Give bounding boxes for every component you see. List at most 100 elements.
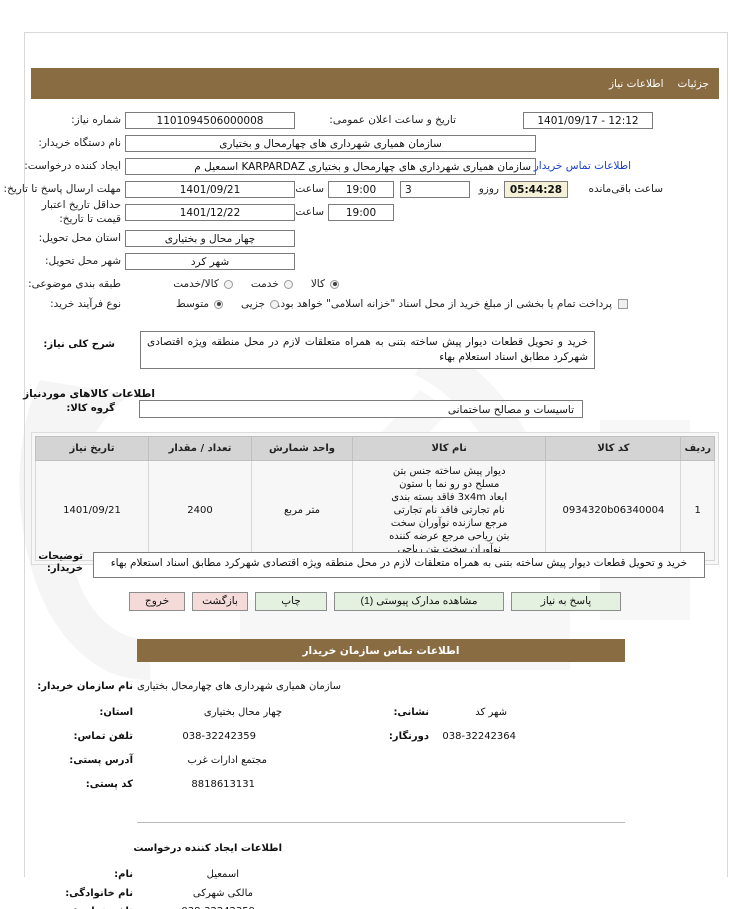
- cell-name: دیوار پیش ساخته جنس بتن مسلح دو رو نما ب…: [351, 460, 547, 561]
- col-name: نام کالا: [351, 436, 547, 461]
- radio-goods-service-label: کالا/خدمت: [173, 278, 219, 290]
- field-validity-time[interactable]: 19:00: [328, 202, 394, 222]
- view-attachments-button[interactable]: مشاهده مدارک پیوستی (1): [334, 592, 504, 611]
- col-quantity: تعداد / مقدار: [148, 436, 252, 461]
- field-label-city: شهر محل تحویل:: [45, 255, 121, 267]
- province-input[interactable]: چهار محال و بختیاری: [125, 229, 295, 247]
- radio-goods-service[interactable]: [223, 279, 233, 289]
- contact-city-label: نشانی:: [393, 707, 429, 718]
- cell-code: 0934320b06340004: [545, 460, 682, 561]
- cell-unit: متر مربع: [251, 460, 353, 561]
- contact-postal-value: 8818613131: [191, 779, 255, 790]
- days-word: روزو: [478, 183, 499, 195]
- radio-service-label: خدمت: [250, 278, 279, 290]
- field-need-number[interactable]: 1101094506000008: [125, 110, 295, 130]
- field-announce-datetime[interactable]: 1401/09/17 - 12:12: [523, 110, 653, 130]
- contact-province-label: استان:: [99, 707, 133, 718]
- field-days-remaining[interactable]: 3: [400, 179, 470, 199]
- field-label-classification: طبقه بندی موضوعی:: [28, 278, 121, 290]
- process-radio-group[interactable]: جزیی متوسط: [176, 294, 281, 314]
- goods-table: ردیف کد کالا نام کالا واحد شمارش تعداد /…: [35, 436, 715, 561]
- goods-group-input[interactable]: تاسیسات و مصالح ساختمانی: [139, 400, 583, 418]
- creator-phone-label: تلفن تماس:: [73, 906, 133, 909]
- contact-fax-value: 038-32242364: [442, 731, 516, 742]
- creator-family-label: نام خانوادگی:: [65, 888, 133, 899]
- print-button[interactable]: چاپ: [255, 592, 327, 611]
- contact-province-value: چهار محال بختیاری: [203, 707, 282, 718]
- exit-button[interactable]: خروج: [129, 592, 185, 611]
- contact-fax-label: دورنگار:: [388, 731, 429, 742]
- deadline-time-word: ساعت: [295, 183, 324, 195]
- field-label-deadline: مهلت ارسال پاسخ تا تاریخ:: [3, 183, 121, 195]
- col-code: کد کالا: [545, 436, 682, 461]
- creator-section-title: اطلاعات ایجاد کننده درخواست: [133, 843, 282, 854]
- buyer-notes-box[interactable]: خرید و تحویل قطعات دیوار پیش ساخته بتنی …: [93, 552, 705, 578]
- radio-minor-label: جزیی: [241, 298, 265, 310]
- contact-address-value: مجتمع ادارات غرب: [187, 755, 267, 766]
- tab-details[interactable]: جزئیات: [677, 77, 709, 90]
- tab-need-info[interactable]: اطلاعات نیاز: [608, 77, 664, 90]
- col-row-no: ردیف: [680, 436, 715, 461]
- classification-radio-group[interactable]: کالا خدمت کالا/خدمت: [173, 274, 341, 294]
- radio-goods[interactable]: [330, 279, 339, 289]
- field-label-validity: حداقل تاریخ اعتبار قیمت تا تاریخ:: [41, 199, 121, 225]
- deadline-date-input[interactable]: 1401/09/21: [125, 180, 295, 198]
- creator-input[interactable]: سازمان همیاری شهرداری های چهارمحال و بخت…: [125, 157, 536, 175]
- contact-section-header: اطلاعات تماس سازمان خریدار: [137, 639, 625, 662]
- description-label: شرح کلی نیاز:: [43, 339, 115, 350]
- payment-note-group[interactable]: پرداخت تمام یا بخشی از مبلغ خرید از محل …: [277, 294, 631, 314]
- field-city[interactable]: شهر کرد: [125, 251, 295, 271]
- need-number-input[interactable]: 1101094506000008: [125, 111, 295, 129]
- creator-phone-value: 038-32242359: [181, 906, 255, 909]
- creator-name-value: اسمعیل: [206, 869, 239, 880]
- goods-group-label: گروه کالا:: [66, 403, 115, 414]
- contact-phone-label: تلفن تماس:: [73, 731, 133, 742]
- field-label-announce: تاریخ و ساعت اعلان عمومی:: [329, 110, 456, 130]
- contact-phone-value: 038-32242359: [182, 731, 256, 742]
- city-input[interactable]: شهر کرد: [125, 252, 295, 270]
- goods-info-heading: اطلاعات کالاهای موردنیاز: [23, 388, 155, 400]
- days-remaining-input[interactable]: 3: [400, 180, 470, 198]
- announce-label: تاریخ و ساعت اعلان عمومی:: [329, 114, 456, 126]
- radio-service[interactable]: [283, 279, 293, 289]
- payment-note-label: پرداخت تمام یا بخشی از مبلغ خرید از محل …: [277, 298, 612, 310]
- radio-medium[interactable]: [214, 299, 224, 309]
- buyer-notes-label: توضیحات خریدار:: [38, 551, 83, 574]
- field-label-need-number: شماره نیاز:: [71, 114, 121, 126]
- contact-city-value: شهر کد: [475, 707, 507, 718]
- field-deadline-time[interactable]: 19:00: [328, 179, 394, 199]
- back-button[interactable]: بازگشت: [192, 592, 248, 611]
- field-validity-date[interactable]: 1401/12/22: [125, 202, 295, 222]
- contact-address-label: آدرس پستی:: [69, 755, 133, 766]
- col-date: تاریخ نیاز: [35, 436, 149, 461]
- cell-need-date: 1401/09/21: [35, 460, 149, 561]
- field-label-province: استان محل تحویل:: [38, 232, 121, 244]
- field-label-creator: ایجاد کننده درخواست:: [24, 160, 121, 172]
- validity-date-input[interactable]: 1401/12/22: [125, 203, 295, 221]
- validity-time-input[interactable]: 19:00: [328, 203, 394, 221]
- contact-org-value: سازمان همیاری شهرداری های چهارمحال بختیا…: [137, 681, 341, 692]
- buyer-contact-link[interactable]: اطلاعات تماس خریدار: [533, 160, 631, 172]
- cell-row-no: 1: [680, 460, 715, 561]
- creator-contact-link-wrap[interactable]: اطلاعات تماس خریدار: [534, 156, 631, 176]
- respond-button[interactable]: پاسخ به نیاز: [511, 592, 621, 611]
- table-header-row: ردیف کد کالا نام کالا واحد شمارش تعداد /…: [35, 436, 715, 461]
- countdown-word: ساعت باقی‌مانده: [588, 183, 663, 195]
- contact-org-label: نام سازمان خریدار:: [37, 681, 133, 692]
- creator-name-label: نام:: [114, 869, 133, 880]
- field-province[interactable]: چهار محال و بختیاری: [125, 228, 295, 248]
- announce-datetime-input[interactable]: 1401/09/17 - 12:12: [523, 111, 653, 129]
- payment-checkbox[interactable]: [618, 299, 628, 309]
- deadline-time-input[interactable]: 19:00: [328, 180, 394, 198]
- field-buyer-org[interactable]: سازمان همیاری شهرداری های چهارمحال و بخت…: [125, 133, 536, 153]
- radio-minor[interactable]: [270, 299, 279, 309]
- field-creator[interactable]: سازمان همیاری شهرداری های چهارمحال و بخت…: [125, 156, 536, 176]
- field-deadline-date[interactable]: 1401/09/21: [125, 179, 295, 199]
- buyer-org-input[interactable]: سازمان همیاری شهرداری های چهارمحال و بخت…: [125, 134, 536, 152]
- contact-postal-label: کد پستی:: [85, 779, 133, 790]
- cell-quantity: 2400: [148, 460, 252, 561]
- countdown-timer: 05:44:28: [504, 180, 568, 198]
- description-box[interactable]: خرید و تحویل قطعات دیوار پیش ساخته بتنی …: [140, 331, 595, 369]
- creator-family-value: مالکی شهرکی: [192, 888, 253, 899]
